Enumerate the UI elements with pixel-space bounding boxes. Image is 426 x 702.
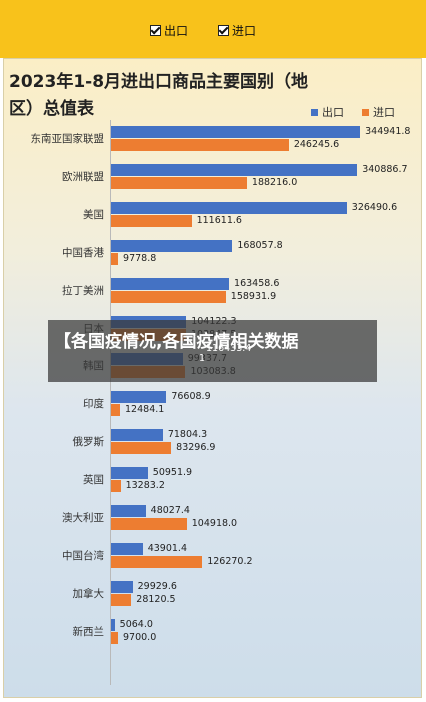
- export-bar[interactable]: [111, 391, 167, 404]
- export-bar[interactable]: [111, 239, 233, 252]
- import-bar[interactable]: [111, 518, 187, 530]
- export-bar[interactable]: [111, 201, 347, 214]
- category-label: 印度: [83, 398, 104, 411]
- import-bar[interactable]: [111, 442, 172, 455]
- export-value-label: 344941.8: [365, 126, 411, 137]
- legend-item-export: 出口: [311, 104, 344, 120]
- import-bar[interactable]: [111, 214, 192, 227]
- import-bar[interactable]: [111, 480, 121, 493]
- export-bar[interactable]: [111, 542, 143, 555]
- legend-label-export: 出口: [322, 106, 344, 119]
- import-value-label: 111611.6: [196, 214, 242, 226]
- import-bar[interactable]: [111, 290, 226, 303]
- overlay-hidden-label-2: 1: [199, 353, 206, 364]
- import-bar[interactable]: [111, 555, 203, 568]
- export-value-label: 76608.9: [171, 391, 211, 403]
- import-bar[interactable]: [111, 139, 289, 151]
- import-value-label: 13283.2: [125, 480, 165, 492]
- legend-swatch-export: [311, 108, 318, 116]
- headline-overlay[interactable]: 【各国疫情况,各国疫情相关数据: [48, 320, 377, 382]
- import-bar[interactable]: [111, 404, 121, 417]
- toggle-export[interactable]: 出口: [150, 22, 188, 39]
- import-value-label: 158931.9: [230, 290, 277, 302]
- category-label: 俄罗斯: [72, 436, 105, 449]
- category-label: 美国: [83, 208, 104, 221]
- export-bar[interactable]: [111, 429, 163, 442]
- import-value-label: 104918.0: [191, 518, 238, 529]
- category-label: 欧洲联盟: [62, 170, 104, 183]
- export-bar[interactable]: [111, 126, 361, 138]
- export-value-label: 163458.6: [234, 277, 280, 289]
- export-bar[interactable]: [111, 580, 133, 593]
- import-value-label: 9700.0: [123, 631, 157, 643]
- import-value-label: 28120.5: [136, 593, 176, 605]
- export-value-label: 29929.6: [137, 580, 177, 592]
- category-label: 澳大利亚: [62, 512, 104, 524]
- toggle-export-label: 出口: [164, 24, 189, 38]
- chart-title-line-1: 2023年1-8月进出口商品主要国别（地: [9, 72, 309, 92]
- category-axis-line: [110, 120, 111, 685]
- export-bar[interactable]: [111, 277, 230, 290]
- import-value-label: 246245.6: [293, 139, 340, 150]
- export-bar[interactable]: [111, 163, 358, 176]
- legend-label-import: 进口: [373, 106, 395, 119]
- category-label: 英国: [83, 474, 104, 487]
- export-bar[interactable]: [111, 505, 146, 517]
- export-bar[interactable]: [111, 467, 148, 480]
- import-bar[interactable]: [111, 593, 132, 606]
- export-value-label: 50951.9: [152, 467, 193, 479]
- legend-swatch-import: [362, 108, 369, 116]
- category-label: 中国台湾: [62, 549, 104, 562]
- export-value-label: 43901.4: [147, 542, 187, 554]
- import-value-label: 83296.9: [176, 442, 216, 454]
- checkbox-icon[interactable]: [218, 25, 229, 36]
- import-value-label: 12484.1: [125, 404, 165, 416]
- toggle-import[interactable]: 进口: [218, 22, 256, 39]
- checkbox-icon[interactable]: [150, 25, 161, 36]
- import-value-label: 126270.2: [207, 555, 253, 567]
- export-value-label: 71804.3: [167, 429, 208, 441]
- category-label: 中国香港: [62, 246, 104, 259]
- category-label: 东南亚国家联盟: [30, 133, 105, 145]
- export-value-label: 340886.7: [362, 163, 408, 175]
- toggle-import-label: 进口: [232, 24, 257, 38]
- export-value-label: 326490.6: [351, 201, 398, 213]
- import-bar[interactable]: [111, 631, 118, 644]
- import-bar[interactable]: [111, 252, 119, 265]
- import-bar[interactable]: [111, 176, 247, 189]
- chart-title: 2023年1-8月进出口商品主要国别（地 区）总值表: [9, 69, 339, 123]
- export-bar[interactable]: [111, 618, 115, 631]
- export-value-label: 5064.0: [119, 618, 153, 630]
- category-label: 新西兰: [72, 625, 105, 638]
- category-label: 加拿大: [72, 587, 105, 600]
- legend-item-import: 进口: [362, 104, 395, 120]
- overlay-hidden-label-1: 116433.4: [206, 343, 252, 354]
- chart-title-line-2: 区）总值表: [9, 99, 94, 119]
- import-value-label: 9778.8: [123, 252, 157, 264]
- import-value-label: 188216.0: [251, 176, 298, 188]
- headline-text: 【各国疫情况,各国疫情相关数据: [54, 332, 299, 352]
- export-value-label: 48027.4: [150, 505, 190, 516]
- category-label: 拉丁美洲: [62, 284, 104, 297]
- filter-bar: [0, 0, 426, 58]
- export-value-label: 168057.8: [237, 239, 283, 251]
